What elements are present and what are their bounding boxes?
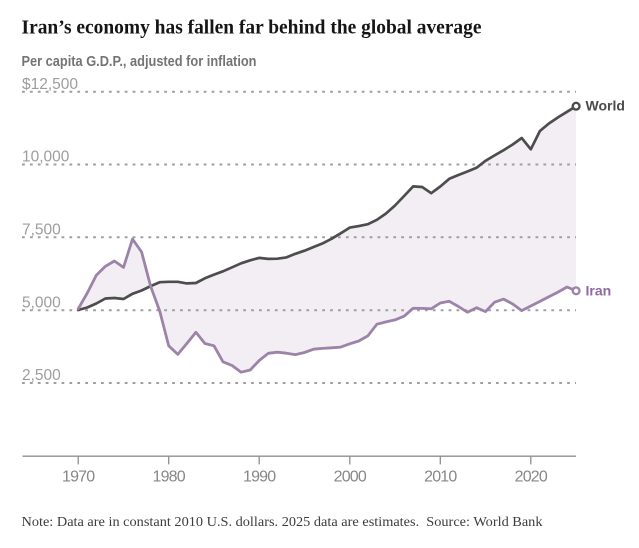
svg-text:10,000: 10,000 <box>22 149 70 166</box>
svg-text:2010: 2010 <box>424 468 457 485</box>
svg-text:1990: 1990 <box>243 468 276 485</box>
svg-text:Iran’s economy has fallen far: Iran’s economy has fallen far behind the… <box>22 17 482 39</box>
svg-text:5,000: 5,000 <box>22 294 61 311</box>
svg-text:7,500: 7,500 <box>22 222 61 239</box>
svg-text:1970: 1970 <box>62 468 95 485</box>
svg-text:Per capita G.D.P., adjusted fo: Per capita G.D.P., adjusted for inflatio… <box>22 53 257 70</box>
svg-text:$12,500: $12,500 <box>22 76 78 93</box>
svg-text:1980: 1980 <box>152 468 185 485</box>
svg-text:Note: Data are in constant 201: Note: Data are in constant 2010 U.S. dol… <box>22 515 543 530</box>
svg-text:2000: 2000 <box>334 468 367 485</box>
svg-text:2020: 2020 <box>515 468 548 485</box>
svg-text:World: World <box>586 97 625 113</box>
svg-text:Iran: Iran <box>586 282 612 298</box>
svg-text:2,500: 2,500 <box>22 367 61 384</box>
